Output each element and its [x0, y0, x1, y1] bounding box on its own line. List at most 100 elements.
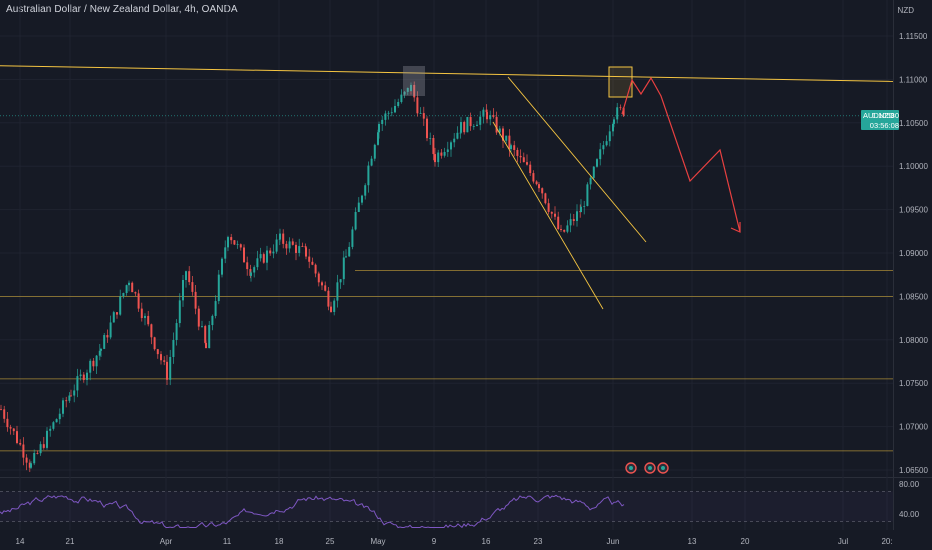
- x-tick-label: Apr: [160, 537, 173, 546]
- candle-body: [140, 308, 143, 319]
- candle-body: [259, 254, 262, 259]
- annotations: [0, 65, 894, 474]
- candle-body: [516, 149, 519, 156]
- candle-body: [39, 444, 42, 454]
- candle-body: [144, 315, 146, 319]
- candle-body: [182, 280, 184, 301]
- candle-body: [429, 137, 432, 139]
- candle-body: [205, 342, 207, 349]
- rsi-line: [0, 494, 625, 529]
- candle-body: [370, 158, 373, 166]
- candle-body: [432, 137, 435, 155]
- candle-body: [453, 138, 456, 143]
- candle-body: [156, 349, 159, 355]
- candle-body: [185, 271, 187, 281]
- candle-body: [134, 292, 137, 294]
- candle-body: [112, 312, 115, 323]
- candle-body: [460, 122, 462, 133]
- projection-arrow-path: [621, 76, 741, 233]
- candle-body: [52, 422, 55, 429]
- candle-body: [163, 360, 166, 362]
- candle-body: [208, 325, 211, 349]
- candle-body: [605, 141, 608, 146]
- candle-body: [3, 409, 6, 419]
- candle-body: [508, 135, 511, 150]
- candle-body: [390, 112, 393, 114]
- candle-body: [566, 225, 569, 232]
- candle-body: [406, 87, 409, 92]
- candle-body: [482, 109, 485, 117]
- candle-body: [295, 244, 297, 253]
- candle-body: [131, 282, 134, 293]
- candle-body: [28, 462, 31, 468]
- candle-body: [317, 273, 320, 283]
- candle-body: [619, 107, 622, 109]
- y-tick-label: 1.07000: [899, 423, 928, 432]
- candle-body: [361, 195, 363, 203]
- candle-body: [76, 376, 79, 391]
- candle-body: [580, 206, 582, 213]
- x-tick-label: Jun: [607, 537, 620, 546]
- candle-body: [288, 241, 291, 249]
- candle-body: [443, 151, 446, 156]
- candle-body: [272, 251, 275, 254]
- candle-body: [22, 444, 25, 458]
- candle-body: [535, 181, 538, 185]
- candle-body: [214, 301, 217, 316]
- rsi-band: [0, 491, 893, 522]
- candle-body: [314, 264, 317, 274]
- candle-body: [103, 335, 106, 349]
- candle-body: [250, 272, 252, 276]
- candle-body: [532, 173, 535, 182]
- candle-body: [58, 413, 61, 420]
- candle-body: [33, 453, 36, 464]
- rsi-tick-label: 40.00: [899, 510, 920, 519]
- economic-event-icon-dot: [648, 466, 652, 470]
- candle-body: [563, 229, 566, 232]
- candle-body: [119, 296, 122, 315]
- candle-body: [86, 372, 88, 380]
- candle-body: [377, 132, 379, 145]
- currency-label: NZD: [897, 6, 914, 15]
- resistance-line: [0, 65, 894, 82]
- candle-body: [419, 113, 422, 114]
- y-tick-label: 1.06500: [899, 466, 928, 475]
- candle-body: [602, 145, 605, 150]
- candle-body: [416, 97, 419, 114]
- candle-body: [622, 107, 625, 116]
- rsi-tick-label: 80.00: [899, 480, 920, 489]
- economic-event-icon-dot: [629, 466, 633, 470]
- candle-body: [538, 184, 540, 189]
- y-tick-label: 1.09000: [899, 249, 928, 258]
- candle-body: [612, 123, 614, 132]
- candle-body: [434, 154, 436, 163]
- candle-body: [613, 119, 615, 124]
- candle-body: [82, 374, 85, 380]
- candle-body: [616, 107, 619, 120]
- x-tick-label: 16: [482, 537, 491, 546]
- candle-body: [513, 145, 516, 150]
- candle-body: [560, 228, 562, 230]
- projection-arrow-head: [730, 222, 741, 233]
- candle-body: [572, 219, 575, 221]
- candle-body: [221, 258, 223, 275]
- x-tick-label: 20: [741, 537, 750, 546]
- candle-body: [342, 257, 345, 280]
- candle-body: [422, 113, 425, 119]
- x-tick-label: 23: [534, 537, 543, 546]
- candle-body: [153, 337, 156, 350]
- y-tick-label: 1.08000: [899, 336, 928, 345]
- candle-body: [128, 282, 130, 286]
- candle-body: [62, 400, 64, 414]
- candle-body: [463, 122, 466, 133]
- candle-body: [472, 126, 475, 127]
- candle-body: [147, 315, 150, 325]
- candle-body: [256, 258, 259, 268]
- candle-body: [106, 335, 109, 338]
- candle-body: [459, 132, 462, 134]
- candle-body: [122, 293, 125, 297]
- candle-body: [479, 116, 482, 125]
- candle-body: [510, 145, 512, 150]
- y-tick-label: 1.07500: [899, 379, 928, 388]
